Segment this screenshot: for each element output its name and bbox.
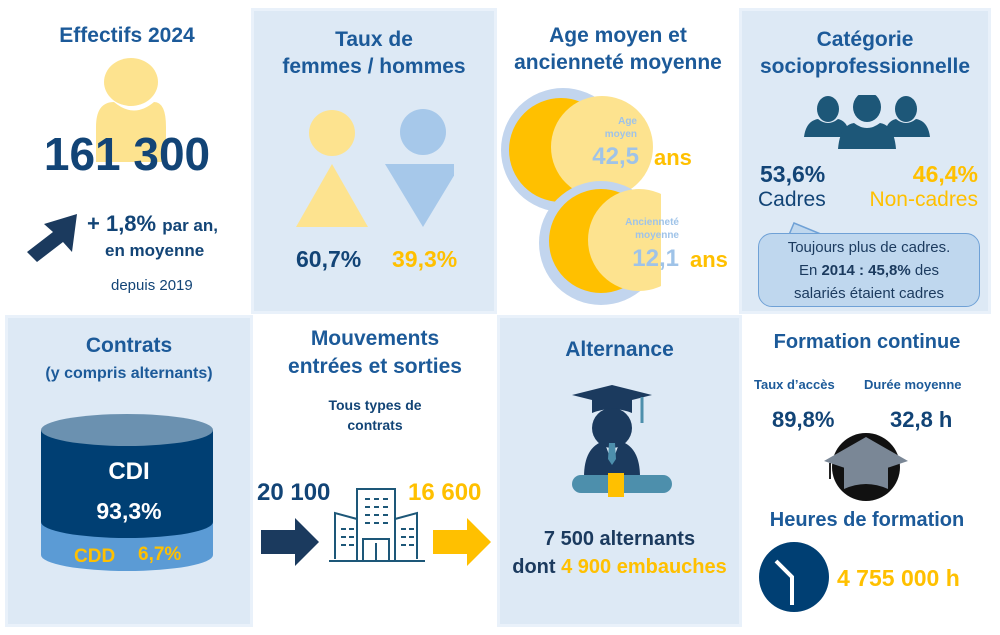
age-value: 42,5 (592, 143, 639, 170)
contracts-cylinder (41, 414, 213, 571)
person-icon (96, 58, 166, 162)
anc-label-2: moyenne (635, 230, 679, 241)
genre-title-1: Taux de (335, 28, 413, 51)
csp-card: Catégorie socioprofessionnelle 53,6% Cad… (739, 8, 991, 314)
arrow-out-icon (433, 518, 491, 566)
people-group-icon (804, 95, 930, 149)
age-label-2: moyen (604, 129, 637, 140)
arrow-up-right-icon (27, 214, 77, 262)
alternance-card: Alternance 7 500 alternants dont 4 900 e… (497, 315, 742, 627)
callout-note: Toujours plus de cadres. En 2014 : 45,8%… (758, 233, 980, 307)
contrats-title: Contrats (85, 334, 173, 357)
anc-value: 12,1 (632, 245, 679, 272)
cdd-label: CDD (74, 546, 116, 567)
taux-label: Taux d’accès (754, 377, 835, 392)
mouvements-sub-2: contrats (347, 417, 403, 433)
mouvements-title-1: Mouvements (310, 327, 440, 350)
genre-title-2: femmes / hommes (282, 55, 466, 78)
age-label-1: Age (618, 116, 637, 127)
heures-title: Heures de formation (769, 509, 965, 531)
cadres-label: Cadres (758, 188, 826, 211)
formation-card: Formation continue Taux d’accès Durée mo… (742, 315, 992, 627)
sorties-value: 16 600 (408, 479, 482, 506)
age-card: Age moyen et ancienneté moyenne Age moyen… (497, 5, 739, 313)
clock-icon (759, 542, 829, 612)
mortarboard-icon (824, 433, 908, 501)
note-line-1: Toujours plus de cadres. (787, 239, 951, 256)
arrow-in-icon (261, 518, 319, 566)
cadres-pct: 53,6% (760, 161, 826, 187)
age-title-2: ancienneté moyenne (514, 51, 722, 74)
anc-unit: ans (690, 247, 728, 272)
alternance-line1: 7 500 alternants (543, 528, 696, 550)
effectifs-value: 161 300 (43, 128, 211, 180)
noncadres-label: Non-cadres (869, 188, 978, 211)
entrees-value: 20 100 (257, 479, 331, 506)
age-unit: ans (654, 145, 692, 170)
csp-title-1: Catégorie (816, 28, 914, 51)
csp-title-2: socioprofessionnelle (759, 55, 971, 78)
since-text: depuis 2019 (111, 277, 193, 294)
cdi-pct: 93,3% (96, 498, 162, 524)
age-circles (501, 88, 661, 305)
graduate-icon (572, 385, 672, 497)
anc-label-1: Ancienneté (625, 217, 679, 228)
embauches-text: 4 900 embauches (561, 556, 727, 578)
female-icon (309, 110, 355, 156)
growth-value: + 1,8% (87, 211, 157, 236)
effectifs-title: Effectifs 2024 (59, 24, 195, 47)
note-year: 2014 : 45,8% (821, 262, 911, 279)
genre-card: Taux de femmes / hommes 60,7% 39,3% (251, 8, 497, 314)
contrats-card: Contrats (y compris alternants) CDI 93,3… (5, 315, 253, 627)
cdd-pct: 6,7% (138, 544, 182, 565)
dont-text: dont (512, 556, 556, 578)
male-icon (400, 109, 446, 155)
female-male-icons (296, 109, 454, 227)
effectifs-card: Effectifs 2024 161 300 + 1,8% par an, en… (3, 5, 251, 313)
mouvements-title-2: entrées et sorties (288, 355, 462, 378)
mouvements-sub-1: Tous types de (328, 397, 422, 413)
alternance-title: Alternance (565, 338, 674, 361)
femmes-pct: 60,7% (296, 246, 362, 272)
hommes-pct: 39,3% (392, 246, 458, 272)
contrats-subtitle: (y compris alternants) (45, 365, 213, 382)
age-title-1: Age moyen et (549, 24, 687, 47)
cdi-label: CDI (108, 458, 150, 485)
growth-line2: en moyenne (105, 241, 205, 260)
duree-label: Durée moyenne (864, 377, 962, 392)
note-line-3: salariés étaient cadres (793, 285, 945, 302)
heures-value: 4 755 000 h (837, 565, 960, 591)
building-icon (329, 488, 425, 562)
mouvements-card: Mouvements entrées et sorties Tous types… (253, 315, 497, 627)
formation-title: Formation continue (773, 331, 961, 353)
duree-value: 32,8 h (890, 407, 953, 432)
noncadres-pct: 46,4% (912, 161, 978, 187)
taux-value: 89,8% (772, 407, 835, 432)
note-en: En (798, 262, 818, 279)
note-des: des (914, 262, 940, 279)
growth-suffix: par an, (162, 216, 218, 235)
